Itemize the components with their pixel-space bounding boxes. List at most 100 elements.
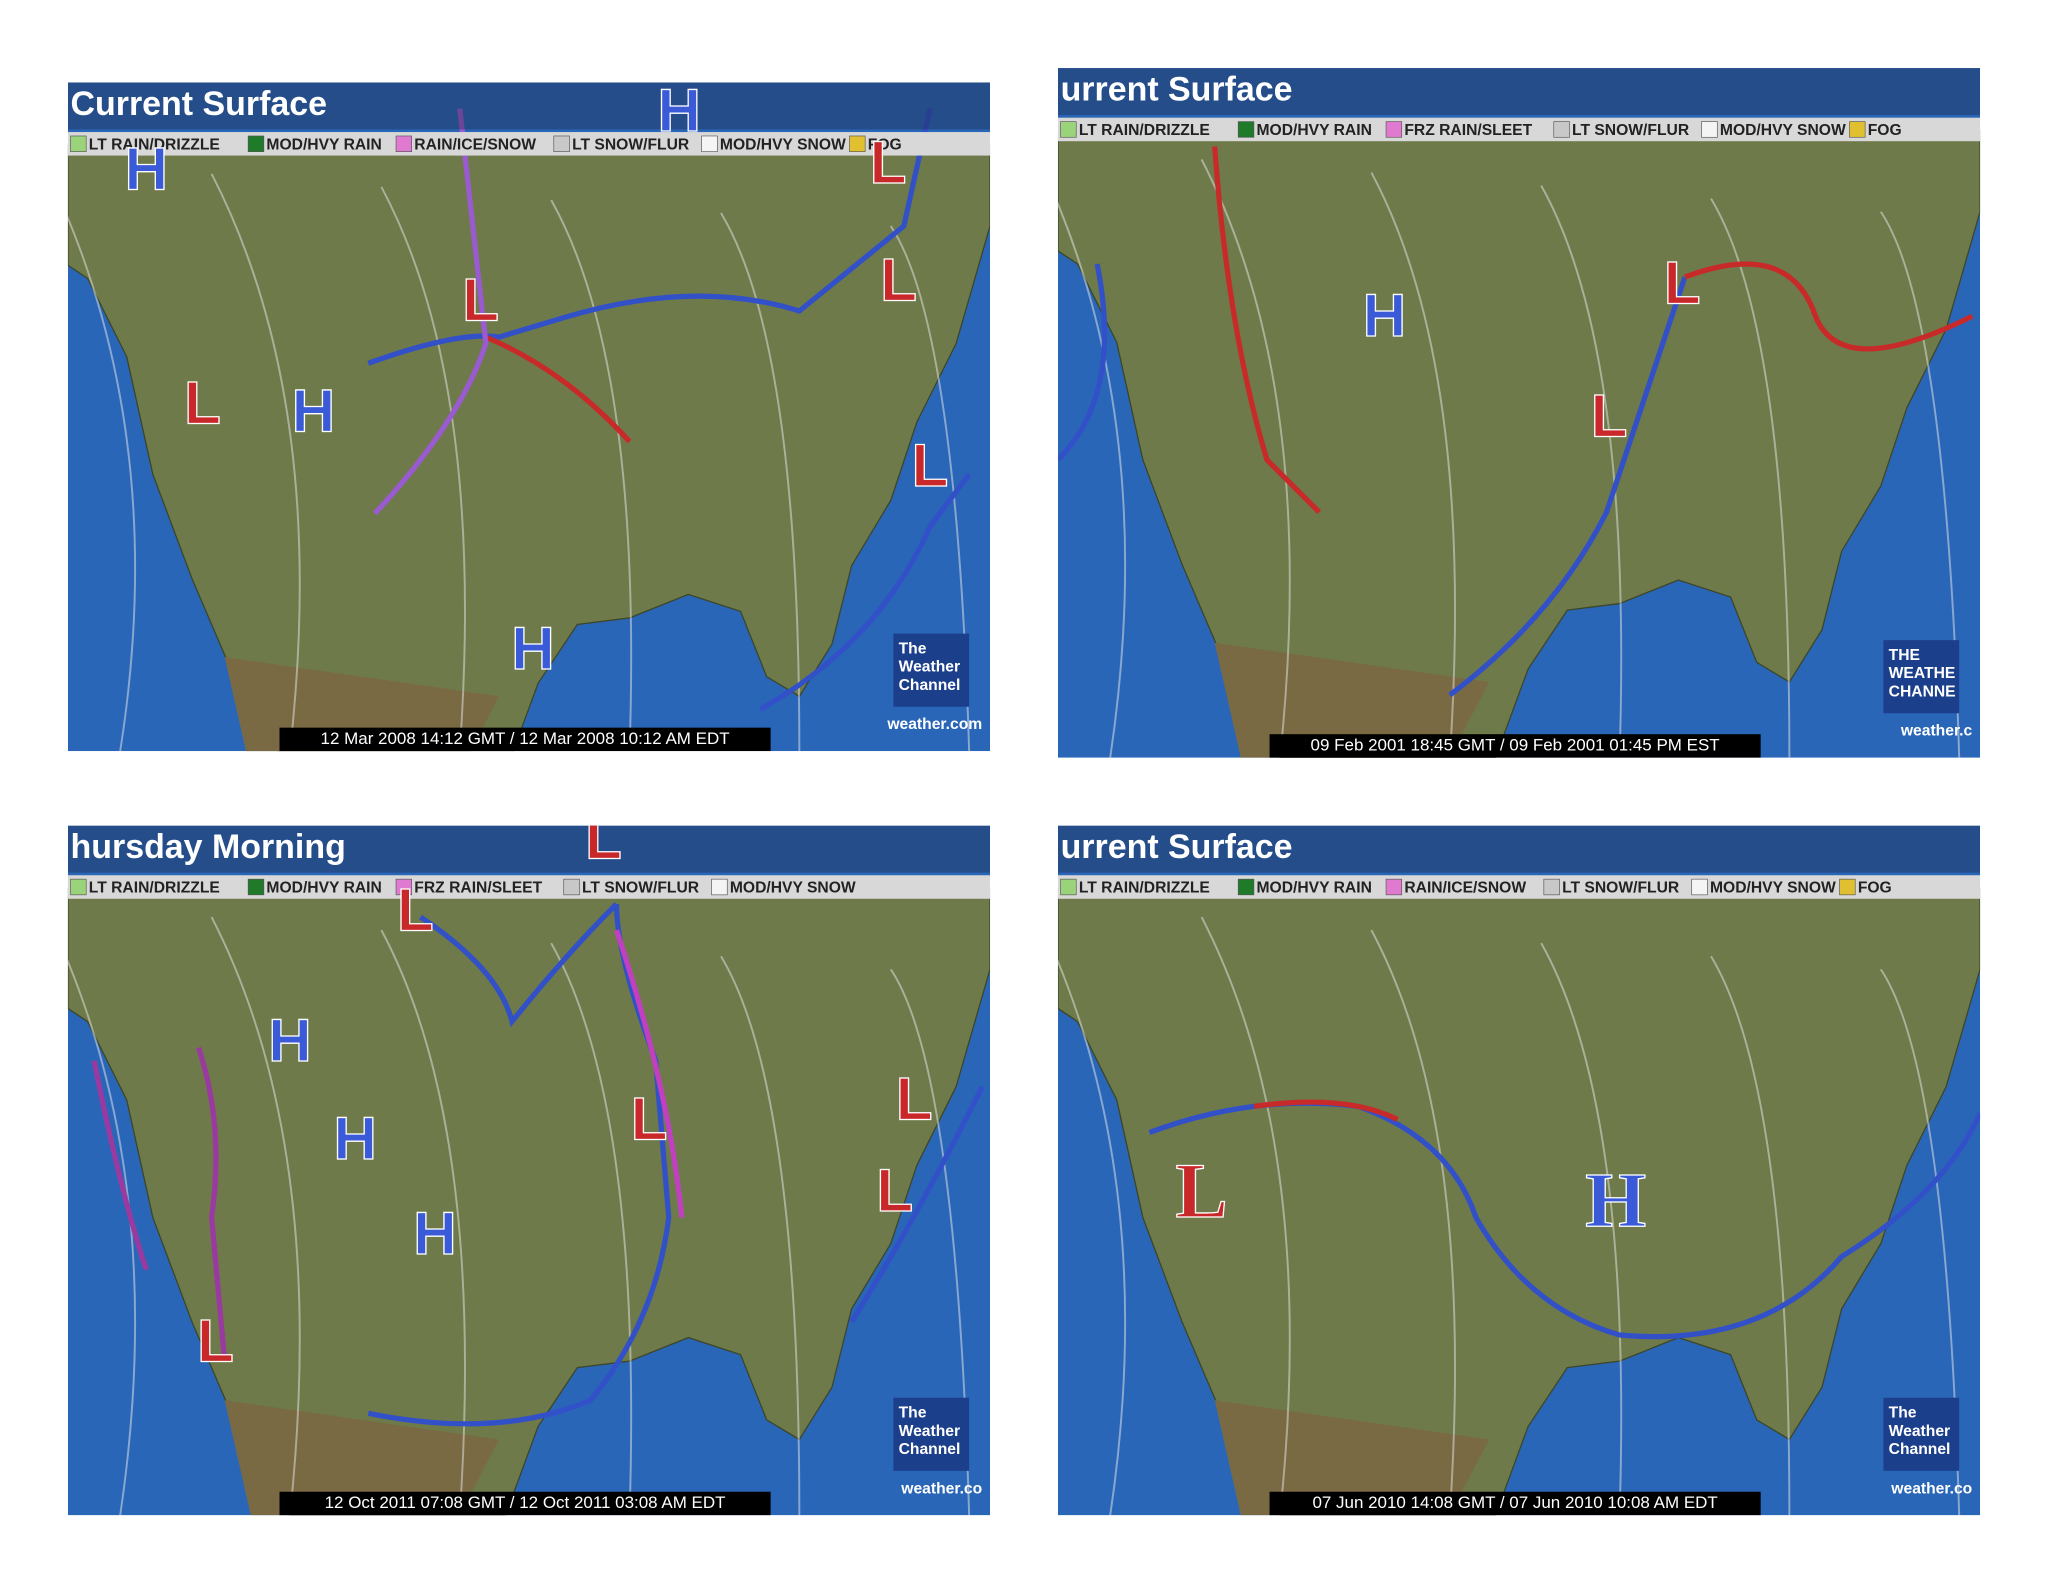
legend-swatch [553, 135, 570, 152]
legend-bar [1057, 875, 1981, 899]
logo-box [1883, 640, 1960, 714]
map-panel: urrent Surface LT RAIN/DRIZZLE MOD/HVY RAI… [1057, 68, 1981, 758]
land [67, 144, 991, 752]
site-label: weather.co [900, 1480, 982, 1497]
isobar [1540, 185, 1623, 758]
isobar [67, 959, 137, 1516]
isobar [1540, 942, 1623, 1516]
logo-text: Weather [1889, 1423, 1951, 1440]
timestamp-box [1269, 1491, 1761, 1516]
legend-label: LT RAIN/DRIZZLE [89, 879, 220, 896]
legend-label: MOD/HVY RAIN [1256, 879, 1371, 896]
isobar [1880, 968, 1961, 1516]
map-title: hursday Morning [71, 828, 346, 866]
pressure-label: H [334, 1105, 377, 1172]
logo-box [893, 1397, 970, 1471]
pressure-label: L [397, 876, 434, 943]
logo-text: WEATHE [1889, 665, 1956, 682]
weather-front [419, 902, 619, 1028]
legend-bar [1057, 117, 1981, 142]
site-label: weather.co [1890, 1480, 1972, 1497]
timestamp: 12 Oct 2011 07:08 GMT / 12 Oct 2011 03:0… [325, 1493, 726, 1512]
legend-swatch [1849, 121, 1866, 138]
legend-swatch [1701, 121, 1718, 138]
isobar [720, 212, 801, 752]
legend-label: MOD/HVY SNOW [1720, 122, 1846, 139]
legend-label: LT RAIN/DRIZZLE [89, 136, 220, 153]
legend-swatch [1553, 121, 1570, 138]
pressure-label: L [197, 1307, 234, 1374]
legend-swatch [1385, 121, 1403, 138]
logo-text: The [899, 640, 927, 657]
title-shade [1057, 825, 1981, 873]
legend-swatch [247, 135, 265, 152]
isobar [1370, 172, 1456, 758]
pressure-label: H [292, 377, 335, 444]
legend-label: LT SNOW/FLUR [1572, 122, 1689, 139]
legend-label: LT SNOW/FLUR [1562, 879, 1679, 896]
timestamp: 12 Mar 2008 14:12 GMT / 12 Mar 2008 10:1… [321, 729, 730, 748]
pressure-label: H [657, 77, 700, 144]
isobar [1710, 198, 1791, 758]
timestamp-box [279, 1491, 771, 1516]
isobar [1880, 211, 1961, 758]
legend-swatch [395, 135, 413, 152]
map-panel: hursday Morning LT RAIN/DRIZZLE MOD/HVY RA… [67, 804, 991, 1516]
legend-label: RAIN/ICE/SNOW [414, 136, 536, 153]
isobar [889, 968, 971, 1516]
legend-swatch [70, 135, 87, 152]
pressure-label: L [1175, 1147, 1227, 1234]
weather-front [1683, 261, 1974, 352]
legend-label: MOD/HVY SNOW [1710, 879, 1836, 896]
isobar [380, 929, 466, 1516]
pressure-label: H [511, 615, 554, 682]
legend-swatch [563, 878, 580, 896]
weather-front [1212, 146, 1322, 514]
pressure-label: L [880, 247, 917, 314]
pressure-label: L [631, 1085, 668, 1152]
pressure-label: H [1585, 1156, 1646, 1243]
map-panel: urrent Surface LT RAIN/DRIZZLE MOD/HVY RAI… [1057, 825, 1981, 1516]
legend-swatch [849, 135, 866, 152]
weather-front [91, 1060, 149, 1271]
timestamp-box [1269, 734, 1761, 758]
legend-swatch [711, 878, 728, 896]
legend-label: MOD/HVY SNOW [730, 879, 856, 896]
weather-front [614, 929, 685, 1218]
isobar [1200, 916, 1291, 1516]
weather-front [367, 903, 672, 1427]
weather-front [196, 1046, 228, 1362]
isobar [1057, 959, 1127, 1516]
isobar [550, 199, 633, 752]
isobar [67, 215, 137, 752]
isobar [380, 186, 466, 752]
pressure-label: L [896, 1066, 933, 1133]
legend-label: FOG [868, 136, 902, 153]
logo-text: Channel [899, 1441, 961, 1458]
legend-label: LT SNOW/FLUR [572, 136, 689, 153]
pressure-label: L [870, 129, 907, 196]
legend-swatch [1691, 878, 1708, 896]
legend-label: LT RAIN/DRIZZLE [1079, 122, 1210, 139]
weather-front [849, 1085, 985, 1324]
map-title: urrent Surface [1061, 71, 1293, 109]
weather-front [372, 108, 489, 516]
legend-label: MOD/HVY RAIN [266, 136, 381, 153]
weather-front [1448, 276, 1688, 698]
pressure-label: H [125, 136, 168, 203]
logo-text: Channel [1889, 1441, 1951, 1458]
timestamp-box [279, 727, 771, 752]
legend-swatch [1237, 121, 1255, 138]
pressure-label: L [462, 266, 499, 333]
isobar [1710, 955, 1791, 1516]
pressure-label: L [585, 804, 622, 871]
legend-label: FRZ RAIN/SLEET [1404, 122, 1532, 139]
site-label: weather.com [886, 716, 982, 733]
legend-label: FOG [1868, 122, 1902, 139]
isobar [1057, 201, 1127, 758]
timestamp: 07 Jun 2010 14:08 GMT / 07 Jun 2010 10:0… [1312, 1493, 1717, 1512]
logo-text: THE [1889, 647, 1920, 664]
logo-box [1883, 1397, 1960, 1471]
pressure-label: H [413, 1200, 456, 1267]
